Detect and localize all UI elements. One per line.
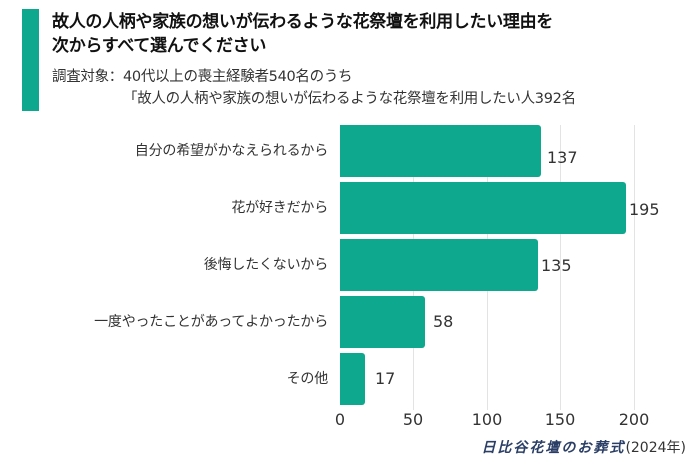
subtitle-line-1: 調査対象：40代以上の喪主経験者540名のうち	[52, 69, 353, 85]
gridline	[634, 125, 635, 410]
title-line-1: 故人の人柄や家族の想いが伝わるような花祭壇を利用したい理由を	[52, 12, 553, 32]
bar	[340, 353, 365, 405]
chart-title: 故人の人柄や家族の想いが伝わるような花祭壇を利用したい理由を 次からすべて選んで…	[52, 10, 553, 58]
bar-value-label: 195	[629, 200, 660, 219]
x-tick-label: 50	[402, 410, 424, 429]
subtitle-line-2: 「故人の人柄や家族の想いが伝わるような花祭壇を利用したい人392名	[123, 91, 576, 107]
source-year: (2024年)	[625, 440, 686, 456]
bar	[340, 182, 626, 234]
chart-subtitle: 調査対象：40代以上の喪主経験者540名のうち 「故人の人柄や家族の想いが伝わる…	[52, 66, 576, 110]
x-tick-label: 200	[618, 410, 650, 429]
source-credit: 日比谷花壇のお葬式(2024年)	[481, 437, 686, 457]
x-tick-label: 0	[334, 410, 346, 429]
accent-bar	[22, 9, 39, 111]
x-tick-label: 100	[471, 410, 503, 429]
bar-value-label: 135	[541, 256, 572, 275]
gridline	[560, 125, 561, 410]
category-label: 後悔したくないから	[203, 257, 328, 273]
bar	[340, 239, 538, 291]
bar	[340, 296, 425, 348]
bar-value-label: 137	[547, 148, 578, 167]
bar-value-label: 58	[433, 312, 454, 331]
category-label: 自分の希望がかなえられるから	[134, 143, 328, 159]
title-line-2: 次からすべて選んでください	[52, 36, 267, 56]
plot-area: 137 195 135 58 17	[340, 120, 700, 410]
bar	[340, 125, 541, 177]
brand-logo-text: 日比谷花壇のお葬式	[481, 440, 626, 456]
category-label: 一度やったことがあってよかったから	[94, 314, 328, 330]
x-tick-label: 150	[544, 410, 576, 429]
bar-value-label: 17	[375, 369, 396, 388]
category-label: 花が好きだから	[231, 200, 328, 216]
category-label: その他	[286, 371, 329, 387]
